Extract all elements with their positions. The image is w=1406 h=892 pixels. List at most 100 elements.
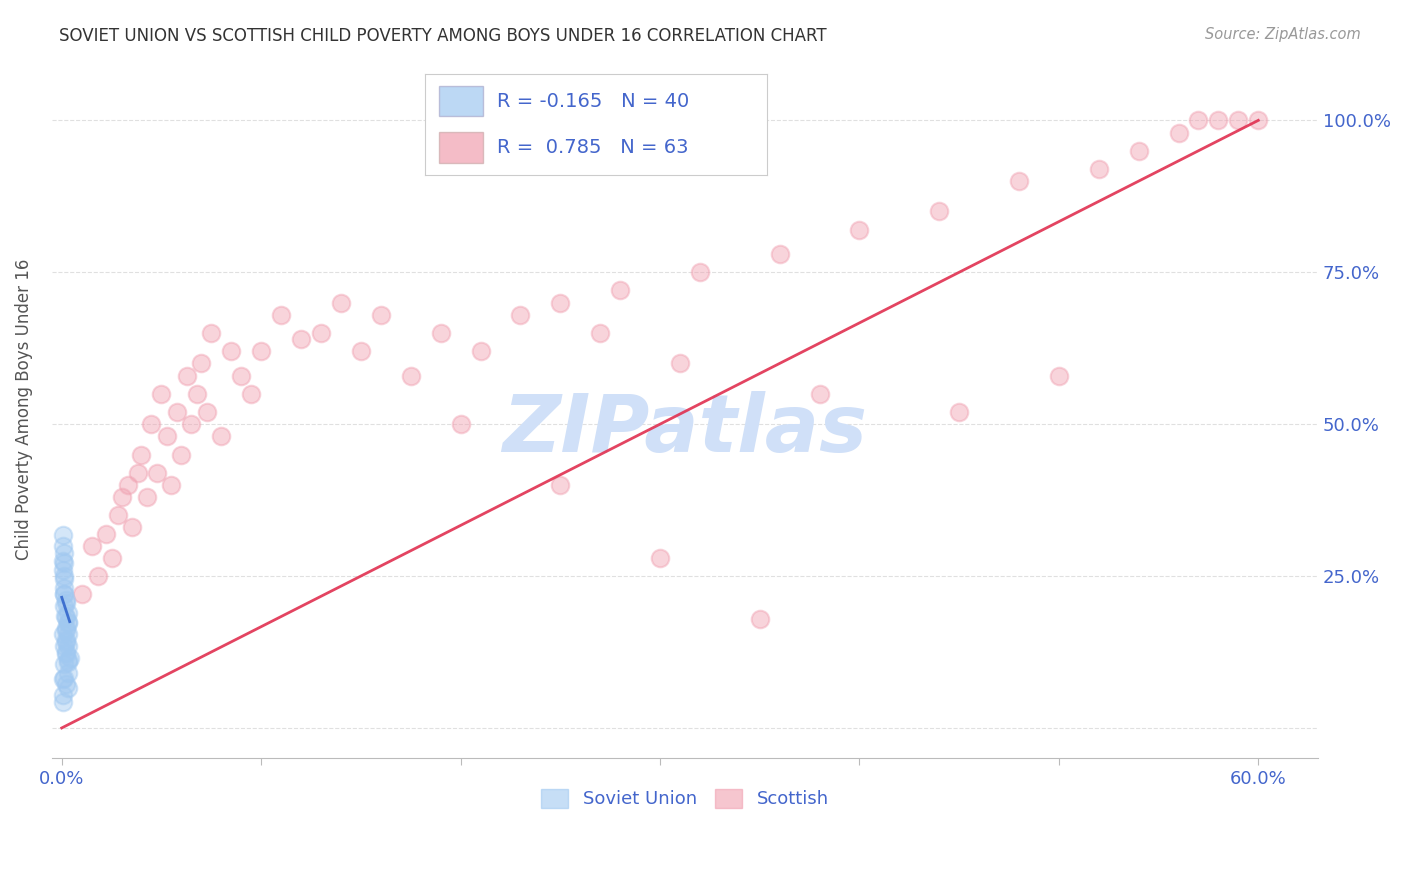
Point: [1208, 113, 1230, 128]
Point: [180, 417, 202, 432]
Point: [689, 265, 711, 279]
Point: [160, 478, 183, 492]
Point: [52, 673, 75, 687]
Point: [176, 368, 198, 383]
Point: [186, 386, 208, 401]
Point: [56, 615, 79, 629]
Point: [56, 666, 79, 681]
Point: [110, 490, 132, 504]
Text: ZIPatlas: ZIPatlas: [502, 391, 868, 469]
Point: [52, 695, 75, 709]
Point: [55, 632, 77, 647]
Point: [848, 223, 870, 237]
Point: [52, 556, 75, 570]
Point: [209, 429, 232, 443]
Point: [55, 621, 77, 635]
Point: [53, 608, 76, 623]
Point: [609, 284, 631, 298]
Point: [350, 344, 373, 359]
Point: [250, 344, 273, 359]
Point: [55, 596, 77, 610]
Text: Source: ZipAtlas.com: Source: ZipAtlas.com: [1205, 27, 1361, 42]
Point: [100, 550, 122, 565]
Point: [166, 405, 188, 419]
Point: [769, 247, 792, 261]
Point: [52, 572, 75, 586]
Point: [56, 627, 79, 641]
Point: [141, 417, 163, 432]
Point: [290, 332, 312, 346]
Point: [56, 616, 79, 631]
Point: [329, 295, 352, 310]
Point: [1187, 113, 1209, 128]
Point: [200, 326, 222, 340]
Point: [52, 627, 75, 641]
Point: [56, 681, 79, 696]
Point: [1008, 174, 1031, 188]
Point: [948, 405, 970, 419]
Point: [1227, 113, 1250, 128]
Point: [59, 651, 82, 665]
Point: [52, 671, 75, 685]
Point: [56, 653, 79, 667]
Point: [648, 550, 671, 565]
Point: [52, 657, 75, 672]
Point: [56, 606, 79, 620]
Point: [190, 356, 212, 370]
Point: [1128, 144, 1150, 158]
Point: [1247, 113, 1270, 128]
Point: [470, 344, 492, 359]
Point: [1167, 126, 1189, 140]
Point: [55, 677, 77, 691]
Point: [55, 593, 77, 607]
Point: [669, 356, 692, 370]
Point: [94, 526, 117, 541]
Point: [270, 308, 292, 322]
Point: [56, 656, 79, 670]
Point: [1047, 368, 1070, 383]
Y-axis label: Child Poverty Among Boys Under 16: Child Poverty Among Boys Under 16: [15, 259, 32, 559]
Point: [370, 308, 392, 322]
Point: [52, 581, 75, 595]
Point: [231, 368, 253, 383]
Point: [399, 368, 422, 383]
Point: [52, 563, 75, 577]
Point: [131, 448, 153, 462]
Text: SOVIET UNION VS SCOTTISH CHILD POVERTY AMONG BOYS UNDER 16 CORRELATION CHART: SOVIET UNION VS SCOTTISH CHILD POVERTY A…: [59, 27, 827, 45]
Point: [52, 527, 75, 541]
Point: [52, 539, 75, 553]
Point: [80, 539, 103, 553]
Point: [52, 546, 75, 560]
Point: [450, 417, 472, 432]
Legend: Soviet Union, Scottish: Soviet Union, Scottish: [534, 782, 835, 815]
Point: [170, 448, 193, 462]
Point: [52, 639, 75, 653]
Point: [117, 478, 139, 492]
Point: [55, 623, 77, 637]
Point: [589, 326, 612, 340]
Point: [52, 554, 75, 568]
Point: [55, 634, 77, 648]
Point: [1087, 161, 1109, 176]
Point: [56, 639, 79, 653]
Point: [136, 490, 159, 504]
Point: [240, 386, 263, 401]
Point: [52, 587, 75, 601]
Point: [55, 610, 77, 624]
Point: [150, 386, 173, 401]
Point: [550, 295, 572, 310]
Point: [146, 466, 169, 480]
Point: [107, 508, 129, 523]
Point: [70, 587, 93, 601]
Point: [309, 326, 332, 340]
Point: [127, 466, 149, 480]
Point: [808, 386, 831, 401]
Point: [52, 599, 75, 614]
Point: [52, 688, 75, 702]
Point: [429, 326, 451, 340]
Point: [550, 478, 572, 492]
Point: [55, 647, 77, 661]
Point: [55, 645, 77, 659]
Point: [509, 308, 531, 322]
Point: [748, 611, 770, 625]
